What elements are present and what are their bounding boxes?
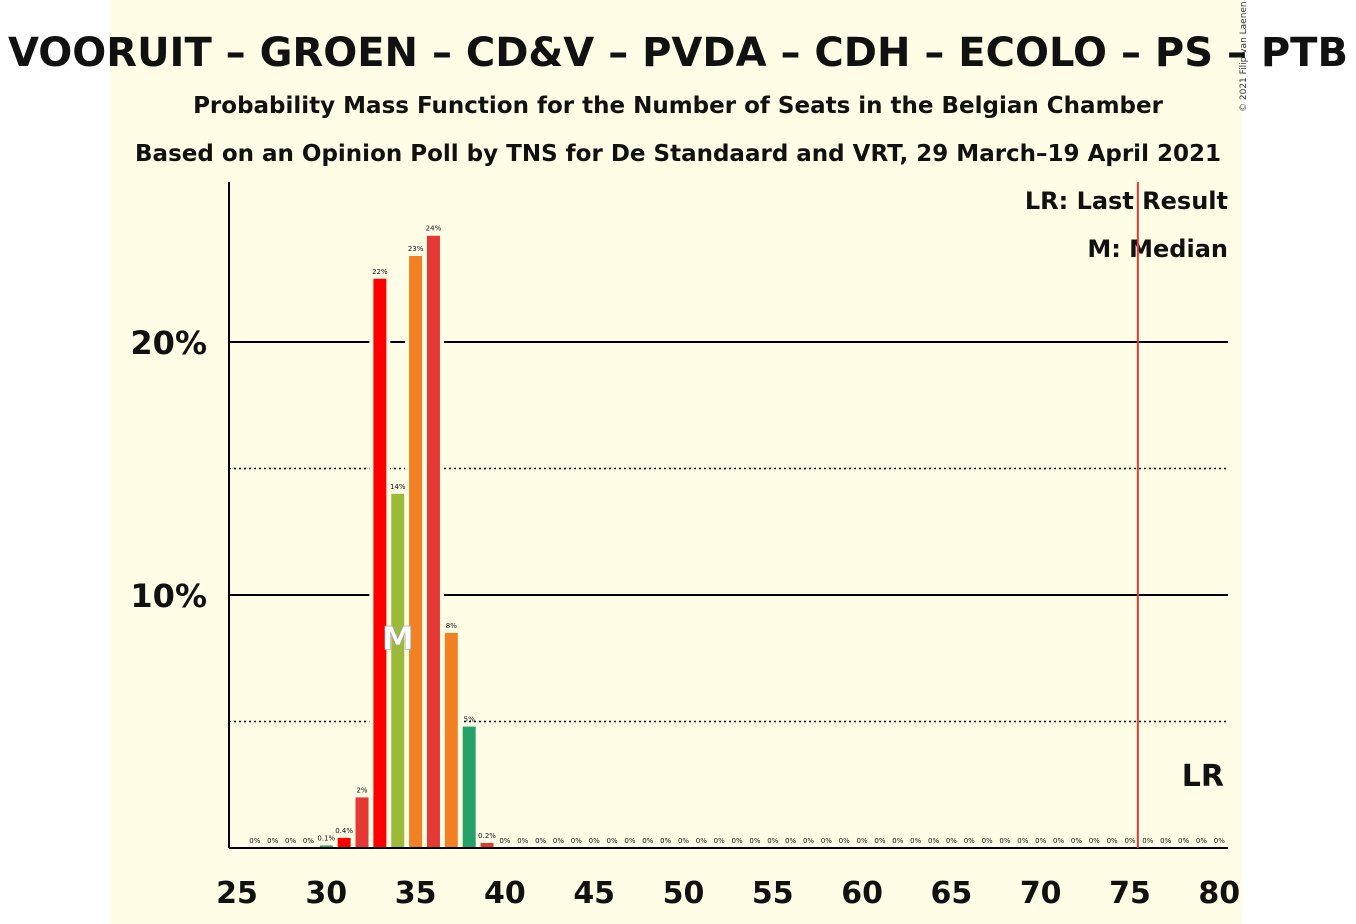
bar-label-seat-53: 0% bbox=[732, 837, 743, 845]
x-tick-label: 25 bbox=[216, 876, 258, 911]
plot-background bbox=[110, 0, 1242, 924]
bar-labels: 0% 0% 0% 0% 0.1%0.4%2%22%14%23%24%8%5%0.2%0%… bbox=[249, 225, 1225, 845]
y-tick-label: 20% bbox=[130, 324, 207, 362]
last-result-marker: LR bbox=[1182, 759, 1224, 794]
x-tick-label: 30 bbox=[305, 876, 347, 911]
bar-label-seat-70: 0% bbox=[1035, 837, 1046, 845]
bar-label-seat-62: 0% bbox=[892, 837, 903, 845]
bar-seat-30 bbox=[319, 845, 333, 848]
x-tick-label: 80 bbox=[1198, 876, 1240, 911]
x-tick-label: 40 bbox=[484, 876, 526, 911]
bar-label-seat-41: 0% bbox=[517, 837, 528, 845]
bar-label-seat-75: 0% bbox=[1124, 837, 1135, 845]
bar-label-seat-40: 0% bbox=[499, 837, 510, 845]
bar-label-seat-71: 0% bbox=[1053, 837, 1064, 845]
bar-label-seat-45: 0% bbox=[589, 837, 600, 845]
bar-seat-35 bbox=[409, 255, 423, 849]
y-tick-labels: 10% 20% bbox=[130, 324, 207, 615]
chart-subtitle-2: Based on an Opinion Poll by TNS for De S… bbox=[135, 141, 1221, 167]
bar-label-seat-28: 0% bbox=[285, 837, 296, 845]
bar-seat-36 bbox=[426, 235, 440, 849]
bar-label-seat-52: 0% bbox=[714, 837, 725, 845]
x-tick-label: 50 bbox=[663, 876, 705, 911]
bar-label-seat-56: 0% bbox=[785, 837, 796, 845]
bar-label-seat-64: 0% bbox=[928, 837, 939, 845]
median-marker: M bbox=[382, 619, 414, 657]
bar-label-seat-35: 23% bbox=[408, 245, 424, 253]
axes bbox=[228, 182, 1228, 849]
bar-label-seat-68: 0% bbox=[999, 837, 1010, 845]
bar-label-seat-54: 0% bbox=[749, 837, 760, 845]
bar-label-seat-31: 0.4% bbox=[335, 827, 353, 835]
bar-label-seat-36: 24% bbox=[426, 225, 442, 233]
x-tick-label: 35 bbox=[395, 876, 437, 911]
bar-label-seat-65: 0% bbox=[946, 837, 957, 845]
bar-label-seat-44: 0% bbox=[571, 837, 582, 845]
bar-label-seat-58: 0% bbox=[821, 837, 832, 845]
bar-label-seat-51: 0% bbox=[696, 837, 707, 845]
bar-label-seat-29: 0% bbox=[303, 837, 314, 845]
x-tick-label: 75 bbox=[1109, 876, 1151, 911]
bar-seat-37 bbox=[444, 632, 458, 848]
bar-label-seat-63: 0% bbox=[910, 837, 921, 845]
bar-label-seat-42: 0% bbox=[535, 837, 546, 845]
legend-median: M: Median bbox=[1087, 235, 1228, 263]
copyright-notice: © 2021 Filip van Laenen bbox=[1239, 1, 1249, 112]
bar-label-seat-66: 0% bbox=[964, 837, 975, 845]
bar-label-seat-80: 0% bbox=[1214, 837, 1225, 845]
x-tick-labels: 25 30 35 40 45 50 55 60 65 70 75 80 bbox=[216, 876, 1240, 911]
x-tick-label: 55 bbox=[752, 876, 794, 911]
bar-label-seat-59: 0% bbox=[839, 837, 850, 845]
bar-label-seat-60: 0% bbox=[857, 837, 868, 845]
bar-label-seat-43: 0% bbox=[553, 837, 564, 845]
bar-label-seat-61: 0% bbox=[874, 837, 885, 845]
bar-label-seat-78: 0% bbox=[1178, 837, 1189, 845]
bars bbox=[315, 234, 498, 849]
bar-label-seat-55: 0% bbox=[767, 837, 778, 845]
bar-label-seat-38: 5% bbox=[464, 716, 475, 724]
bar-label-seat-47: 0% bbox=[624, 837, 635, 845]
chart-title: VOORUIT – GROEN – CD&V – PVDA – CDH – EC… bbox=[8, 30, 1348, 76]
x-tick-label: 60 bbox=[841, 876, 883, 911]
bar-label-seat-73: 0% bbox=[1089, 837, 1100, 845]
legend-last-result: LR: Last Result bbox=[1025, 187, 1228, 215]
bar-label-seat-72: 0% bbox=[1071, 837, 1082, 845]
bar-label-seat-69: 0% bbox=[1017, 837, 1028, 845]
bar-label-seat-50: 0% bbox=[678, 837, 689, 845]
bar-label-seat-27: 0% bbox=[267, 837, 278, 845]
bar-seat-39 bbox=[480, 842, 494, 848]
bar-seat-38 bbox=[462, 726, 476, 848]
bar-label-seat-76: 0% bbox=[1142, 837, 1153, 845]
bar-label-seat-34: 14% bbox=[390, 483, 406, 491]
bar-seat-32 bbox=[355, 797, 369, 848]
bar-label-seat-67: 0% bbox=[982, 837, 993, 845]
y-tick-label: 10% bbox=[130, 577, 207, 615]
chart-subtitle-1: Probability Mass Function for the Number… bbox=[193, 93, 1164, 119]
bar-seat-34 bbox=[391, 493, 405, 848]
bar-label-seat-32: 2% bbox=[356, 786, 367, 794]
bar-seat-33 bbox=[373, 278, 387, 848]
bar-label-seat-57: 0% bbox=[803, 837, 814, 845]
bar-label-seat-77: 0% bbox=[1160, 837, 1171, 845]
bar-label-seat-49: 0% bbox=[660, 837, 671, 845]
bar-label-seat-33: 22% bbox=[372, 268, 388, 276]
bar-label-seat-79: 0% bbox=[1196, 837, 1207, 845]
x-tick-label: 65 bbox=[931, 876, 973, 911]
bar-seat-31 bbox=[337, 837, 351, 848]
bar-label-seat-46: 0% bbox=[607, 837, 618, 845]
bar-label-seat-26: 0% bbox=[249, 837, 260, 845]
x-tick-label: 45 bbox=[573, 876, 615, 911]
bar-label-seat-37: 8% bbox=[446, 622, 457, 630]
bar-label-seat-74: 0% bbox=[1107, 837, 1118, 845]
bar-label-seat-39: 0.2% bbox=[478, 832, 496, 840]
bar-label-seat-48: 0% bbox=[642, 837, 653, 845]
bar-label-seat-30: 0.1% bbox=[317, 834, 335, 842]
x-tick-label: 70 bbox=[1020, 876, 1062, 911]
